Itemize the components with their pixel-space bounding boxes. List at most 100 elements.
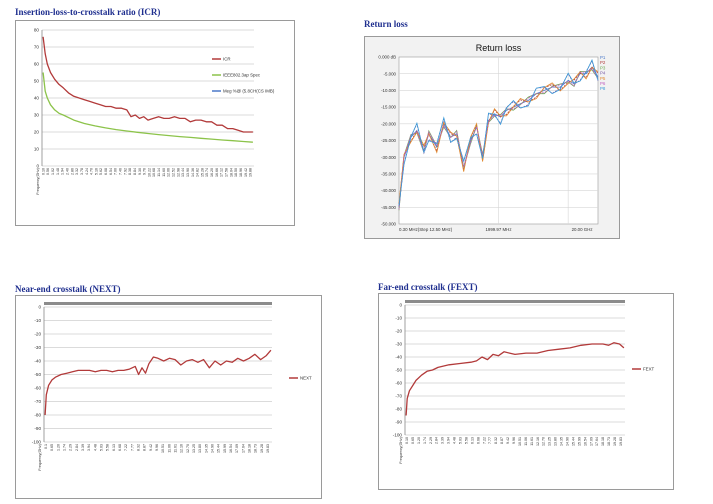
x-tick-label: 3.94 xyxy=(87,444,91,451)
y-tick-label: -60 xyxy=(34,386,41,391)
y-tick-label: -10 xyxy=(395,316,402,321)
x-tick-label: 8.32 xyxy=(494,437,498,444)
x-tick-label: 14.35 xyxy=(560,437,564,446)
x-tick-label: 1.94 xyxy=(61,168,65,175)
x-tick-label: 1.02 xyxy=(51,168,55,175)
x-tick-label: 14.90 xyxy=(566,437,570,446)
x-tick-label: 17.58 xyxy=(225,168,229,177)
x-tick-label: 1.48 xyxy=(56,168,60,175)
x-tick-label: 14.90 xyxy=(210,444,214,453)
x-tick-label: 2.29 xyxy=(429,437,433,444)
x-axis-label: Frequency(GHz) xyxy=(38,444,42,471)
x-tick-label: 6.68 xyxy=(118,444,122,451)
x-tick-label: 5.58 xyxy=(106,444,110,451)
x-tick-label: 13.90 xyxy=(186,168,190,177)
x-tick-label: 2.84 xyxy=(435,437,439,444)
legend-label: P1 xyxy=(600,55,606,60)
x-axis-label: Frequency(GHz) xyxy=(399,437,403,464)
legend-label: P3 xyxy=(600,65,606,70)
x-tick-label: 11.06 xyxy=(524,437,528,446)
x-tick-label: 11.61 xyxy=(173,444,177,453)
chart-top-band xyxy=(405,300,625,303)
x-tick-label: 17.64 xyxy=(595,437,599,446)
x-tick-label: 19.83 xyxy=(266,444,270,453)
y-tick-label: -100 xyxy=(32,440,42,445)
x-tick-label: 16.66 xyxy=(215,168,219,177)
x-tick-label: 6.13 xyxy=(470,437,474,444)
y-tick-label: 20 xyxy=(34,130,40,135)
x-tick-label: 13.25 xyxy=(192,444,196,453)
legend-label: NEXT xyxy=(300,376,312,381)
x-tick-label: 9.42 xyxy=(506,437,510,444)
x-tick-label: 0.65 xyxy=(50,444,54,451)
x-tick-label: 1.20 xyxy=(56,444,60,451)
x-tick-label: 15.74 xyxy=(205,168,209,177)
x-tick-label: 16.54 xyxy=(583,437,587,446)
x-tick-label: 17.09 xyxy=(235,444,239,453)
x-tick-label: 17.09 xyxy=(589,437,593,446)
x-tick-label: 20.00 GHz xyxy=(572,227,593,232)
fext-chart-panel: 0 -10 -20 -30 -40 -50 -60 -70 -80 -90 -100 0.10 0.65… xyxy=(378,293,674,490)
y-tick-label: -20 xyxy=(34,332,41,337)
x-tick-label: 18.73 xyxy=(254,444,258,453)
y-tick-label: -80 xyxy=(34,413,41,418)
y-tick-label: -30 xyxy=(395,342,402,347)
x-tick-label: 10.68 xyxy=(152,168,156,177)
legend-label: IEEE802.3ap Spec xyxy=(223,73,261,78)
x-tick-label: 13.44 xyxy=(181,168,185,177)
y-tick-label: -50 xyxy=(34,372,41,377)
x-tick-label: 4.24 xyxy=(85,168,89,175)
x-tick-label: 7.92 xyxy=(123,168,127,175)
x-tick-label: 0.10 xyxy=(41,168,45,175)
x-tick-label: 19.28 xyxy=(260,444,264,453)
x-tick-label: 9.30 xyxy=(138,168,142,175)
icr-chart: 80 70 60 50 40 30 20 10 00.10 0.56 1.02 1.48 1.94 2.4… xyxy=(34,28,275,195)
x-tick-label: 11.14 xyxy=(157,168,161,177)
x-tick-label: 2.86 xyxy=(70,168,74,175)
y-tick-label: 0 xyxy=(399,303,402,308)
x-tick-label: 17.64 xyxy=(241,444,245,453)
y-tick-label: 0 xyxy=(38,305,41,310)
x-tick-label: 10.22 xyxy=(147,168,151,177)
x-tick-label: 3.32 xyxy=(75,168,79,175)
x-tick-label: 18.96 xyxy=(239,168,243,177)
return-loss-title: Return loss xyxy=(364,19,408,29)
x-tick-label: 16.54 xyxy=(229,444,233,453)
y-tick-label: 30 xyxy=(34,113,40,118)
x-tick-label: 19.83 xyxy=(619,437,623,446)
icr-chart-panel: 80 70 60 50 40 30 20 10 0 0.10 0.56 1.02 1.48 1.94 2.4… xyxy=(15,20,295,226)
chart-top-band xyxy=(44,302,272,305)
x-tick-label: 6.68 xyxy=(476,437,480,444)
x-tick-label: 15.44 xyxy=(217,444,221,453)
x-tick-label: 7.46 xyxy=(119,168,123,175)
legend-label: P5 xyxy=(600,76,606,81)
x-tick-label: 0.1 xyxy=(44,444,48,449)
x-tick-label: 4.48 xyxy=(453,437,457,444)
x-axis-label: Frequency(GHz) xyxy=(36,168,40,195)
y-tick-label: -5.000 xyxy=(384,71,397,76)
legend-label: P2 xyxy=(600,60,606,65)
x-tick-label: 7.77 xyxy=(488,437,492,444)
x-tick-label: 3.94 xyxy=(447,437,451,444)
x-tick-label: 15.44 xyxy=(571,437,575,446)
x-tick-label: 6.54 xyxy=(109,168,113,175)
x-tick-label: 7.22 xyxy=(482,437,486,444)
x-tick-label: 2.84 xyxy=(75,444,79,451)
y-tick-label: -40.000 xyxy=(381,188,396,193)
x-tick-label: 18.18 xyxy=(601,437,605,446)
y-tick-label: -15.000 xyxy=(381,105,396,110)
x-tick-label: 6.08 xyxy=(104,168,108,175)
x-tick-label: 19.88 xyxy=(249,168,253,177)
x-tick-label: 9.96 xyxy=(512,437,516,444)
y-tick-label: -35.000 xyxy=(381,172,396,177)
legend-label: P4 xyxy=(600,71,606,76)
y-tick-label: 10 xyxy=(34,147,40,152)
x-tick-label: 16.20 xyxy=(210,168,214,177)
x-tick-label: 15.28 xyxy=(200,168,204,177)
x-tick-label: 8.87 xyxy=(143,444,147,451)
x-tick-label: 8.32 xyxy=(137,444,141,451)
x-tick-label: 19.28 xyxy=(613,437,617,446)
x-tick-label: 5.03 xyxy=(458,437,462,444)
x-tick-label: 14.35 xyxy=(204,444,208,453)
